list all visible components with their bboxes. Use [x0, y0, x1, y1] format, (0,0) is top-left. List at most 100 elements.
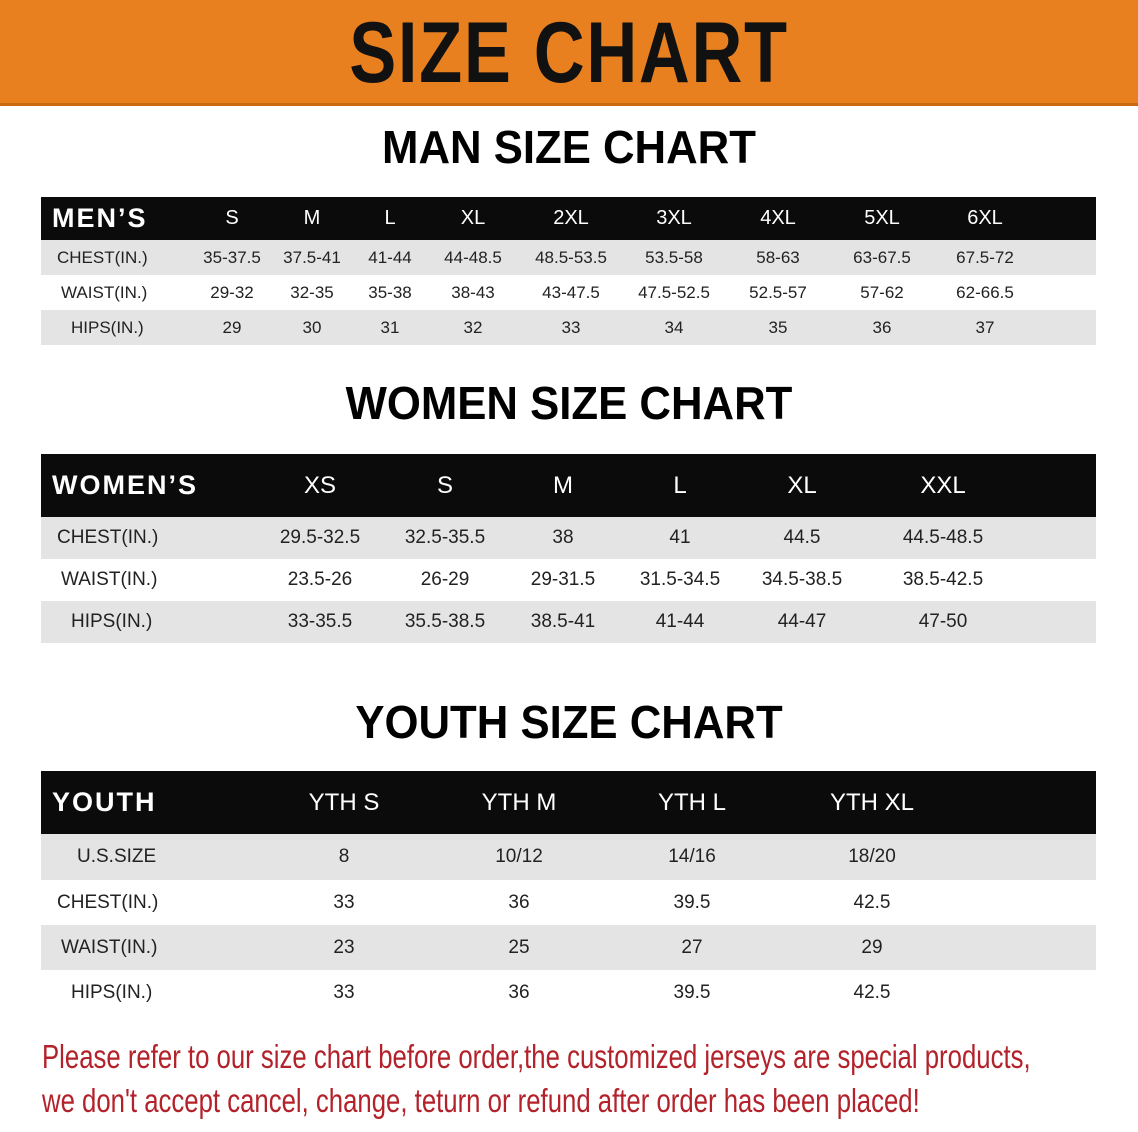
table-cell: 47.5-52.5	[638, 282, 710, 302]
banner-title: SIZE CHART	[349, 5, 789, 101]
table-cell: 34	[664, 317, 684, 337]
table-cell: 63-67.5	[853, 247, 911, 267]
size-column-header: XL	[787, 471, 817, 499]
table-cell: 35-38	[368, 282, 412, 302]
table-cell: 27	[681, 936, 703, 958]
size-column-header: XL	[460, 207, 486, 229]
table-row: WAIST(IN.) 23.5-26 26-29 29-31.5 31.5-34.5 34…	[41, 559, 1096, 601]
table-cell: 39.5	[673, 891, 711, 913]
size-column-header: 3XL	[656, 207, 692, 229]
table-cell: 48.5-53.5	[535, 247, 607, 267]
table-cell: 36	[872, 317, 892, 337]
table-row: WAIST(IN.) 29-32 32-35 35-38 38-43 43-47.5 47.…	[41, 275, 1096, 310]
size-column-header: M	[553, 471, 573, 499]
table-cell: 18/20	[848, 846, 896, 867]
table-header-row: WOMEN’S XS S M L XL XXL	[41, 454, 1096, 517]
notice-line-1: Please refer to our size chart before or…	[42, 1038, 1031, 1075]
table-cell: 29	[861, 936, 883, 958]
row-label: U.S.SIZE	[77, 846, 157, 867]
table-cell: 34.5-38.5	[761, 569, 843, 590]
table-cell: 42.5	[853, 891, 891, 913]
row-label: HIPS(IN.)	[71, 611, 153, 632]
table-cell: 38.5-42.5	[902, 569, 984, 590]
size-column-header: L	[384, 207, 396, 229]
row-label: CHEST(IN.)	[57, 891, 159, 913]
table-cell: 38	[552, 527, 574, 548]
table-cell: 32-35	[290, 282, 334, 302]
table-header-row: MEN’S S M L XL 2XL 3XL 4XL 5XL 6XL	[41, 197, 1096, 240]
table-cell: 29-31.5	[530, 569, 596, 590]
header-label: WOMEN’S	[52, 470, 198, 500]
table-row: HIPS(IN.) 29 30 31 32 33 34 35 36 37	[41, 310, 1096, 345]
table-cell: 8	[338, 846, 350, 867]
size-column-header: 2XL	[553, 207, 589, 229]
row-label: CHEST(IN.)	[57, 247, 148, 267]
table-cell: 44-47	[777, 611, 827, 632]
size-column-header: XS	[303, 471, 337, 499]
men-section-title: MAN SIZE CHART	[382, 121, 756, 173]
table-cell: 38-43	[451, 282, 495, 302]
table-cell: 57-62	[860, 282, 904, 302]
row-label: CHEST(IN.)	[57, 527, 159, 548]
size-column-header: S	[436, 471, 454, 499]
size-column-header: YTH XL	[829, 788, 915, 816]
table-cell: 58-63	[756, 247, 800, 267]
table-cell: 53.5-58	[645, 247, 703, 267]
size-column-header: M	[303, 207, 321, 229]
table-cell: 37.5-41	[283, 247, 341, 267]
row-label: HIPS(IN.)	[71, 981, 153, 1003]
women-section-title: WOMEN SIZE CHART	[345, 377, 793, 429]
table-cell: 29.5-32.5	[279, 527, 361, 548]
size-column-header: 5XL	[864, 207, 900, 229]
size-column-header: 4XL	[760, 207, 796, 229]
notice-line-2: we don't accept cancel, change, teturn o…	[42, 1082, 920, 1119]
table-cell: 41	[669, 527, 691, 548]
table-cell: 23	[333, 936, 355, 958]
size-column-header: S	[225, 207, 239, 229]
table-cell: 33	[333, 981, 355, 1003]
table-cell: 44-48.5	[444, 247, 502, 267]
table-cell: 36	[508, 891, 530, 913]
table-cell: 41-44	[368, 247, 412, 267]
row-label: WAIST(IN.)	[61, 282, 148, 302]
table-cell: 41-44	[655, 611, 705, 632]
table-cell: 23.5-26	[287, 569, 353, 590]
table-cell: 35-37.5	[203, 247, 261, 267]
table-cell: 14/16	[668, 846, 716, 867]
table-cell: 43-47.5	[542, 282, 600, 302]
table-row: HIPS(IN.) 33-35.5 35.5-38.5 38.5-41 41-44 44-…	[41, 601, 1096, 643]
table-cell: 42.5	[853, 981, 891, 1003]
table-cell: 33	[333, 891, 355, 913]
table-cell: 38.5-41	[530, 611, 596, 632]
table-cell: 47-50	[918, 611, 968, 632]
table-cell: 33-35.5	[287, 611, 353, 632]
table-header-row: YOUTH YTH S YTH M YTH L YTH XL	[41, 771, 1096, 834]
size-column-header: XXL	[920, 471, 966, 499]
table-cell: 31.5-34.5	[639, 569, 721, 590]
size-column-header: L	[673, 471, 687, 499]
table-cell: 10/12	[495, 846, 543, 867]
size-column-header: YTH L	[657, 788, 727, 816]
size-column-header: YTH M	[481, 788, 557, 816]
header-label: YOUTH	[52, 787, 157, 817]
table-cell: 29-32	[210, 282, 254, 302]
table-row: U.S.SIZE 8 10/12 14/16 18/20	[41, 834, 1096, 880]
table-row: CHEST(IN.) 33 36 39.5 42.5	[41, 880, 1096, 925]
table-cell: 67.5-72	[956, 247, 1014, 267]
table-cell: 29	[222, 317, 242, 337]
size-column-header: YTH S	[308, 788, 380, 816]
table-cell: 39.5	[673, 981, 711, 1003]
table-row: HIPS(IN.) 33 36 39.5 42.5	[41, 970, 1096, 1015]
table-cell: 32.5-35.5	[404, 527, 486, 548]
size-column-header: 6XL	[967, 207, 1003, 229]
table-row: WAIST(IN.) 23 25 27 29	[41, 925, 1096, 970]
table-cell: 30	[302, 317, 322, 337]
table-cell: 32	[463, 317, 483, 337]
table-cell: 35	[768, 317, 788, 337]
table-row: CHEST(IN.) 35-37.5 37.5-41 41-44 44-48.5 48.5…	[41, 240, 1096, 275]
table-row: CHEST(IN.) 29.5-32.5 32.5-35.5 38 41 44.5 44.5…	[41, 517, 1096, 559]
table-cell: 25	[508, 936, 530, 958]
table-cell: 44.5	[783, 527, 821, 548]
table-cell: 35.5-38.5	[404, 611, 486, 632]
table-cell: 36	[508, 981, 530, 1003]
